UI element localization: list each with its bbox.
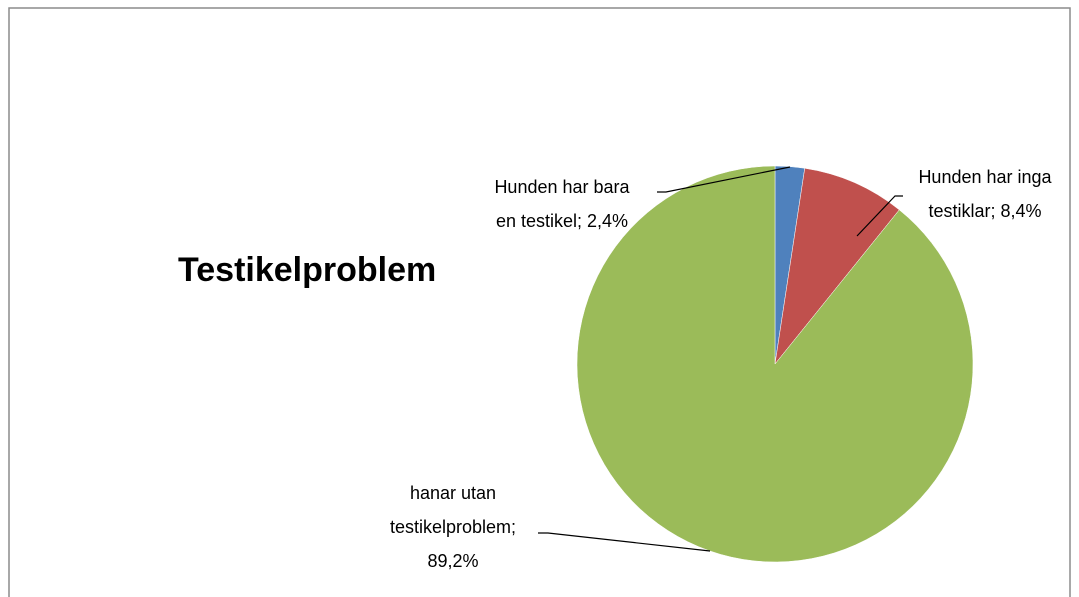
data-label: Hunden har inga testiklar; 8,4%	[918, 167, 1052, 221]
pie-slice	[576, 165, 974, 563]
data-label: hanar utan testikelproblem; 89,2%	[390, 483, 516, 571]
leader-line	[538, 532, 711, 552]
leader-line	[657, 166, 791, 193]
data-label: Hunden har bara en testikel; 2,4%	[494, 177, 630, 231]
pie-slice	[774, 167, 900, 365]
chart-title: Testikelproblem	[178, 251, 436, 289]
leader-line	[856, 195, 903, 237]
